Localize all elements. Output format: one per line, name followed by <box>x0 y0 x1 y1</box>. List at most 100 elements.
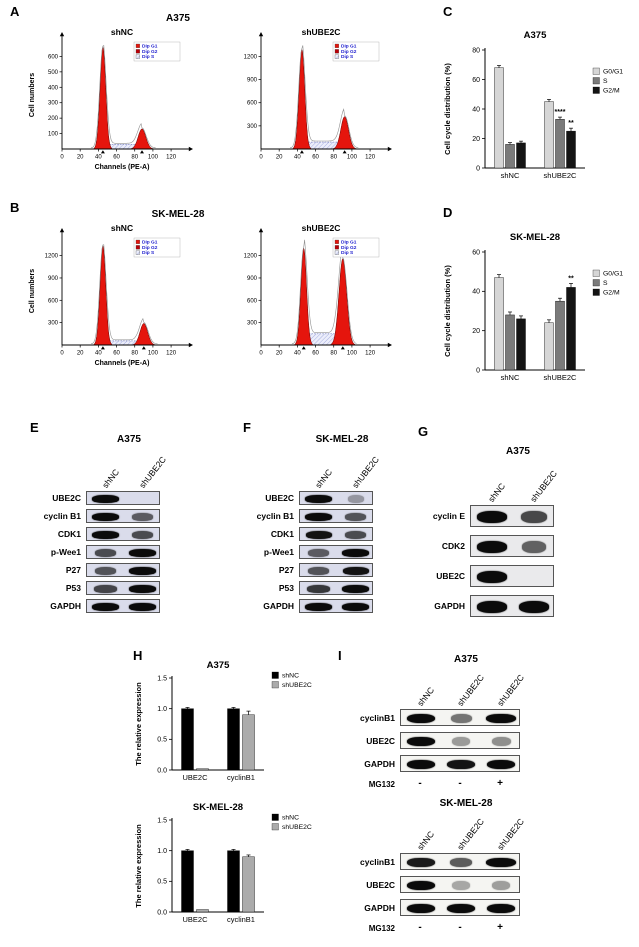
blot-box <box>470 565 554 587</box>
text-shape: 300 <box>247 321 258 327</box>
text-shape: 600 <box>247 298 258 304</box>
text-shape: Dip G1 <box>142 239 158 245</box>
text-shape: 0 <box>476 165 480 172</box>
rect-shape <box>334 49 339 54</box>
blot-box <box>400 853 520 870</box>
blot-band <box>342 567 369 575</box>
flow-histogram-SKMEL28-shUBE2C: shUBE2C 300 600 900 1200 0 20 40 60 80 100 120 Dip G… <box>244 223 392 357</box>
blot-box <box>400 755 520 772</box>
blot-row-label: cyclinB1 <box>360 856 395 867</box>
blot-row-label: P53 <box>278 583 294 593</box>
text-shape: Dip G1 <box>142 43 158 49</box>
path-shape <box>93 46 113 150</box>
text-shape: 600 <box>247 101 258 107</box>
text-shape: G0/G1 <box>603 69 623 76</box>
blot-row: cyclin B1 <box>247 509 379 523</box>
lane-label: shUBE2C <box>349 454 381 490</box>
blot-band <box>486 904 516 913</box>
treatment-symbol: + <box>497 778 503 789</box>
text-shape: 100 <box>347 155 358 161</box>
panel-label-B: B <box>10 200 20 215</box>
blot-box <box>470 595 554 617</box>
blot-box <box>86 545 160 559</box>
blot-box <box>299 509 373 523</box>
text-shape: 0.5 <box>157 879 167 886</box>
panel-label-H: H <box>133 648 143 663</box>
blot-row-label: cyclin B1 <box>43 511 81 521</box>
rect-shape <box>555 300 565 371</box>
blot-row-label: P27 <box>65 565 81 575</box>
text-shape: 120 <box>166 351 177 357</box>
text-shape: S <box>603 280 608 287</box>
rect-shape <box>242 856 255 913</box>
text-shape: shUBE2C <box>302 223 341 233</box>
text-shape: 400 <box>48 85 59 91</box>
rect-shape <box>133 41 181 62</box>
blot-row: UBE2C <box>352 876 526 893</box>
blot-band <box>476 511 508 523</box>
western-blot-F: shNC shUBE2C UBE2C cyclin B1 CDK1 p-Wee1 P27 P5… <box>247 447 381 613</box>
text-shape: 40 <box>294 155 301 161</box>
blot-band <box>406 714 436 723</box>
text-shape: 40 <box>294 351 301 357</box>
blot-row: P27 <box>34 563 166 577</box>
text-shape: 600 <box>48 54 59 60</box>
blot-row-label: CDK2 <box>441 541 465 551</box>
blot-row-label: GAPDH <box>50 601 81 611</box>
treatment-label: MG132 <box>368 779 395 789</box>
blot-row: GAPDH <box>424 595 560 617</box>
text-shape: 80 <box>330 155 337 161</box>
lane-label: shUBE2C <box>455 816 486 852</box>
blot-row-label: UBE2C <box>366 879 395 890</box>
text-shape: shNC <box>111 223 133 233</box>
blot-band <box>129 585 156 593</box>
path-shape <box>301 346 306 350</box>
text-shape: 1200 <box>244 54 258 60</box>
blot-band <box>306 585 331 593</box>
blot-band <box>305 531 332 539</box>
text-shape: Cell numbers <box>29 73 36 117</box>
blot-row-label: p-Wee1 <box>263 547 294 557</box>
blot-row: cyclin E <box>424 505 560 527</box>
text-shape: 80 <box>472 47 480 54</box>
text-shape: ** <box>568 120 574 127</box>
rect-shape <box>334 239 339 244</box>
text-shape: Dip S <box>341 54 354 60</box>
blot-box <box>299 545 373 559</box>
text-shape: 0.0 <box>157 767 167 774</box>
text-shape: 0 <box>259 351 263 357</box>
panel-label-I: I <box>338 648 342 663</box>
path-shape <box>294 247 313 346</box>
blot-band <box>308 549 329 557</box>
treatment-symbols: - - + <box>400 778 520 790</box>
lane-label: shUBE2C <box>455 672 486 708</box>
lane-labels: shNC shUBE2C <box>305 447 381 491</box>
blot-row: cyclinB1 <box>352 853 526 870</box>
text-shape: 40 <box>95 351 102 357</box>
rect-shape <box>196 768 209 771</box>
path-shape <box>93 245 113 346</box>
panel-label-E: E <box>30 420 39 435</box>
text-shape: cyclinB1 <box>227 915 255 924</box>
path-shape <box>330 257 356 346</box>
blot-box <box>86 581 160 595</box>
text-shape: shUBE2C <box>282 824 312 831</box>
panel-F: SK-MEL-28 shNC shUBE2C UBE2C cyclin B1 CDK1 p… <box>247 434 381 617</box>
bar-chart-C-cell-cycle-A375: A375 0 20 40 60 80 Cell cycle distribution (%)… <box>443 30 623 180</box>
blot-band <box>344 531 367 539</box>
panel-label-G: G <box>418 424 429 439</box>
text-shape: Dip G2 <box>142 49 158 55</box>
text-shape: Cell cycle distribution (%) <box>443 265 452 357</box>
blot-row-label: P27 <box>278 565 294 575</box>
text-shape: UBE2C <box>182 773 208 782</box>
blot-box <box>470 535 554 557</box>
blot-band <box>131 531 154 539</box>
lane-labels: shNC shUBE2C shUBE2C <box>406 811 526 853</box>
text-shape: shUBE2C <box>544 373 578 382</box>
blot-row-label: cyclin E <box>432 511 465 521</box>
text-shape: 60 <box>472 77 480 84</box>
treatment-symbol: - <box>458 778 462 789</box>
text-shape: 0 <box>259 155 263 161</box>
text-shape: 120 <box>365 155 376 161</box>
panel-B-title: SK-MEL-28 <box>151 209 205 220</box>
